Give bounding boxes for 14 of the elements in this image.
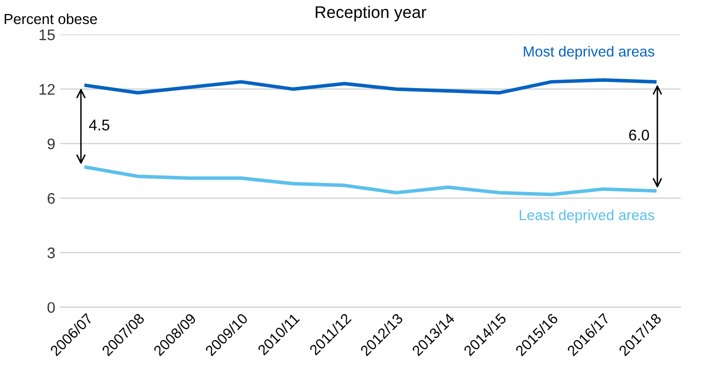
series-label: Least deprived areas bbox=[520, 210, 654, 224]
annotation: 6.0 bbox=[629, 130, 650, 140]
y-tick-label: 0 bbox=[48, 302, 55, 313]
y-axis-title: Percent obese bbox=[4, 13, 97, 24]
y-tick-label: 6 bbox=[48, 193, 55, 204]
line-series bbox=[84, 78, 657, 94]
series-label: Most deprived areas bbox=[524, 46, 654, 60]
y-tick-label: 15 bbox=[40, 30, 55, 40]
chart-title: Reception year bbox=[316, 6, 426, 22]
annotation: 4.5 bbox=[89, 120, 110, 130]
y-tick-label: 12 bbox=[40, 84, 55, 95]
y-tick-label: 9 bbox=[48, 138, 55, 150]
y-tick-label: 3 bbox=[47, 248, 55, 258]
line-series bbox=[84, 166, 657, 196]
